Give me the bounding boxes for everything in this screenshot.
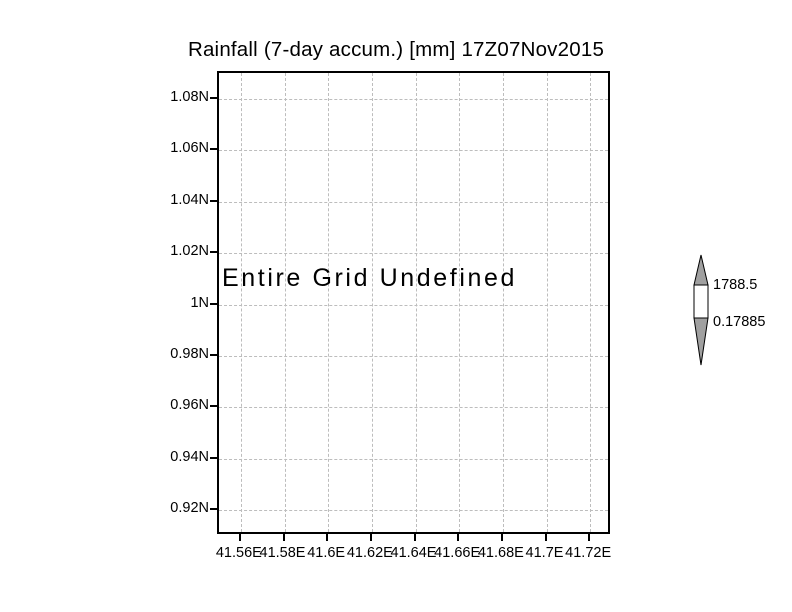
page-title: Rainfall (7-day accum.) [mm] 17Z07Nov201… bbox=[187, 38, 605, 61]
y-axis-label: 1.04N bbox=[170, 191, 209, 208]
gridline-vertical bbox=[415, 73, 417, 532]
colorbar-graphic bbox=[693, 254, 709, 366]
gridline-horizontal bbox=[219, 201, 608, 203]
colorbar-max-label: 1788.5 bbox=[713, 277, 758, 293]
y-axis-label: 0.94N bbox=[170, 448, 209, 465]
gridline-horizontal bbox=[219, 510, 608, 512]
y-axis-tick bbox=[210, 405, 217, 408]
x-axis-tick bbox=[369, 534, 372, 541]
y-axis-label: 0.92N bbox=[170, 500, 209, 517]
x-axis-label: 41.62E bbox=[346, 545, 393, 561]
y-axis-label: 1.06N bbox=[170, 140, 209, 157]
colorbar bbox=[688, 254, 714, 366]
y-axis-tick bbox=[210, 353, 217, 356]
gridline-horizontal bbox=[219, 150, 608, 152]
x-axis-label: 41.68E bbox=[477, 545, 524, 561]
x-axis-tick bbox=[282, 534, 285, 541]
x-axis-tick bbox=[500, 534, 503, 541]
gridline-horizontal bbox=[219, 407, 608, 409]
gridline-horizontal bbox=[219, 98, 608, 100]
y-axis-label: 1N bbox=[190, 294, 209, 311]
gridline-horizontal bbox=[219, 458, 608, 460]
x-axis-label: 41.64E bbox=[390, 545, 437, 561]
gridline-horizontal bbox=[219, 253, 608, 255]
x-axis-tick bbox=[413, 534, 416, 541]
x-axis-label: 41.6E bbox=[307, 545, 346, 561]
gridline-vertical bbox=[590, 73, 592, 532]
gridline-vertical bbox=[371, 73, 373, 532]
y-axis-tick bbox=[210, 96, 217, 99]
y-axis-tick bbox=[210, 508, 217, 511]
undefined-grid-message: Entire Grid Undefined bbox=[222, 264, 518, 292]
gridline-vertical bbox=[328, 73, 330, 532]
gridline-horizontal bbox=[219, 355, 608, 357]
x-axis-tick bbox=[457, 534, 460, 541]
x-axis-label: 41.72E bbox=[565, 545, 612, 561]
x-axis-label: 41.56E bbox=[215, 545, 262, 561]
x-axis-tick bbox=[588, 534, 591, 541]
colorbar-body bbox=[693, 284, 709, 319]
gridline-vertical bbox=[502, 73, 504, 532]
colorbar-bottom-cap-icon bbox=[693, 317, 709, 366]
gridlines bbox=[219, 73, 608, 532]
y-axis-tick bbox=[210, 302, 217, 305]
y-axis-tick bbox=[210, 456, 217, 459]
x-axis-label: 41.58E bbox=[259, 545, 306, 561]
y-axis-tick bbox=[210, 251, 217, 254]
y-axis-label: 1.08N bbox=[170, 88, 209, 105]
plot-area bbox=[217, 71, 610, 534]
y-axis-tick bbox=[210, 199, 217, 202]
x-axis-tick bbox=[326, 534, 329, 541]
x-axis-tick bbox=[544, 534, 547, 541]
gridline-vertical bbox=[459, 73, 461, 532]
y-axis-label: 1.02N bbox=[170, 243, 209, 260]
gridline-vertical bbox=[546, 73, 548, 532]
colorbar-min-label: 0.17885 bbox=[713, 314, 766, 330]
y-axis-tick bbox=[210, 148, 217, 151]
x-axis-label: 41.7E bbox=[525, 545, 564, 561]
gridline-vertical bbox=[240, 73, 242, 532]
y-axis-label: 0.98N bbox=[170, 345, 209, 362]
x-axis-tick bbox=[238, 534, 241, 541]
y-axis-label: 0.96N bbox=[170, 397, 209, 414]
colorbar-top-cap-icon bbox=[693, 254, 709, 286]
gridline-horizontal bbox=[219, 304, 608, 306]
gridline-vertical bbox=[284, 73, 286, 532]
x-axis-label: 41.66E bbox=[434, 545, 481, 561]
